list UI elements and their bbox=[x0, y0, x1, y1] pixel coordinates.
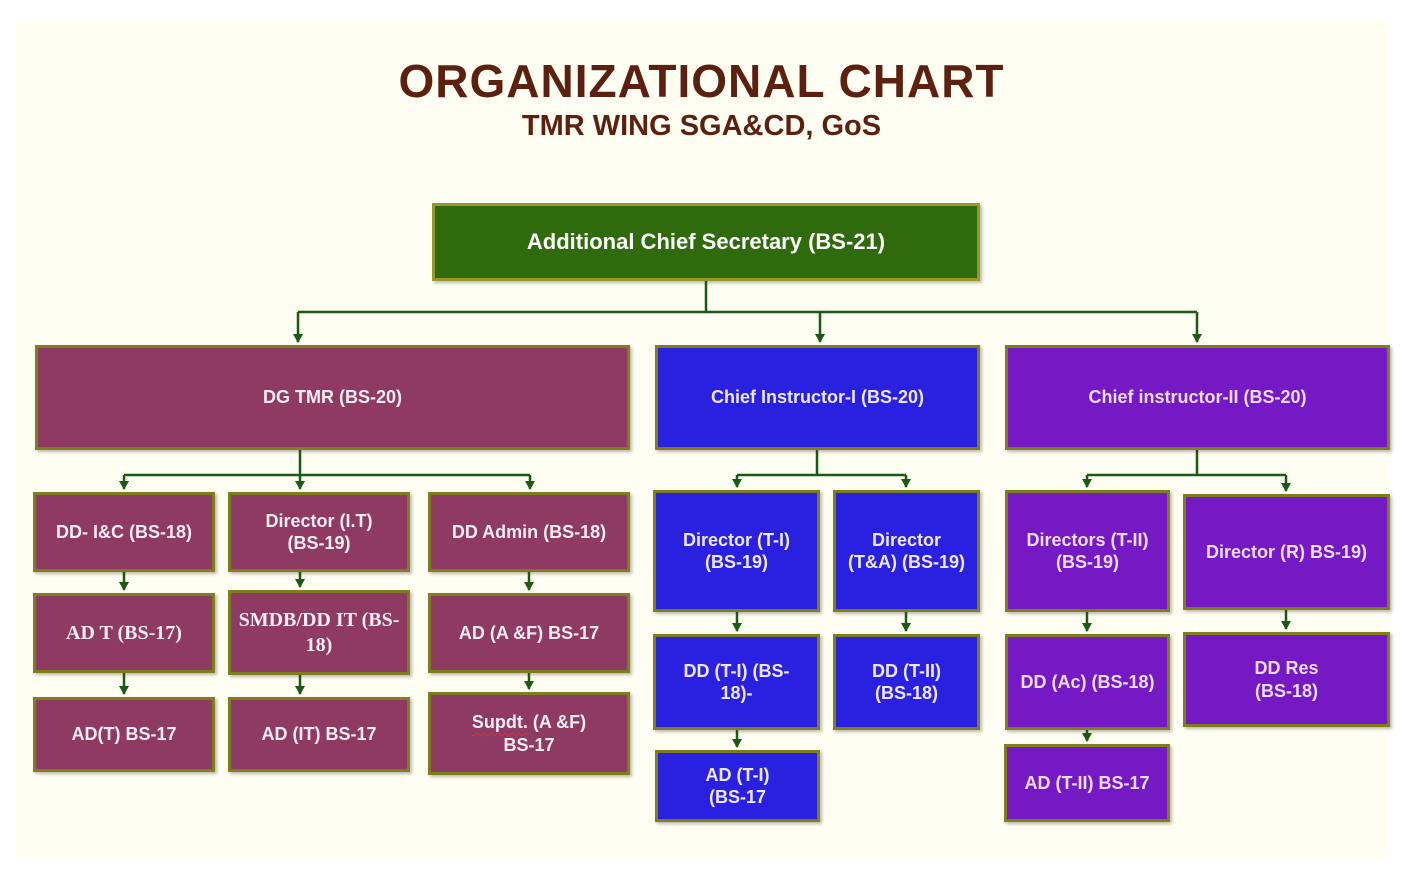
node-dd-ic: DD- I&C (BS-18) bbox=[33, 492, 215, 572]
node-dd-admin: DD Admin (BS-18) bbox=[428, 492, 630, 572]
node-supdt-af: Supdt. (A &F) BS-17 bbox=[428, 692, 630, 775]
supdt-rest: (A &F) BS-17 bbox=[503, 712, 587, 755]
node-director-r-label: Director (R) BS-19) bbox=[1205, 541, 1368, 562]
page-subtitle: TMR WING SGA&CD, GoS bbox=[521, 110, 882, 142]
node-ad-t1-label: AD (T-I) (BS-17 bbox=[705, 764, 770, 808]
node-dd-res: DD Res (BS-18) bbox=[1183, 632, 1390, 727]
node-director-ta: Director (T&A) (BS-19) bbox=[833, 490, 980, 612]
node-ad-t-label: AD T (BS-17) bbox=[66, 621, 182, 644]
node-chief-instructor-1-label: Chief Instructor-I (BS-20) bbox=[710, 387, 924, 408]
node-chief-instructor-1: Chief Instructor-I (BS-20) bbox=[655, 345, 980, 450]
node-dd-ic-label: DD- I&C (BS-18) bbox=[55, 521, 192, 542]
node-dd-ac-label: DD (Ac) (BS-18) bbox=[1020, 671, 1155, 692]
node-ad-t1: AD (T-I) (BS-17 bbox=[655, 750, 820, 822]
node-ad-it-label: AD (IT) BS-17 bbox=[261, 724, 377, 745]
node-chief-instructor-2-label: Chief instructor-II (BS-20) bbox=[1088, 387, 1307, 408]
node-ad-t-bs17: AD(T) BS-17 bbox=[33, 697, 215, 772]
node-dd-ac: DD (Ac) (BS-18) bbox=[1005, 634, 1170, 730]
node-ad-t: AD T (BS-17) bbox=[33, 593, 215, 673]
node-additional-chief-secretary-label: Additional Chief Secretary (BS-21) bbox=[526, 229, 886, 255]
node-ad-af: AD (A &F) BS-17 bbox=[428, 593, 630, 673]
node-ad-t-bs17-label: AD(T) BS-17 bbox=[71, 724, 177, 745]
node-ad-it: AD (IT) BS-17 bbox=[228, 697, 410, 772]
node-dd-t2-label: DD (T-II) (BS-18) bbox=[872, 660, 941, 704]
page-title: ORGANIZATIONAL CHART bbox=[398, 55, 1005, 107]
node-dd-res-label: DD Res (BS-18) bbox=[1254, 658, 1319, 701]
node-dd-t1-label: DD (T-I) (BS- 18)- bbox=[683, 660, 790, 704]
node-smdb-dd-it-label: SMDB/DD IT (BS- 18) bbox=[238, 608, 400, 656]
node-ad-t2: AD (T-II) BS-17 bbox=[1004, 744, 1170, 822]
node-director-t1: Director (T-I) (BS-19) bbox=[653, 490, 820, 612]
node-director-it-label: Director (I.T) (BS-19) bbox=[265, 510, 373, 554]
node-dg-tmr: DG TMR (BS-20) bbox=[35, 345, 630, 450]
node-dd-t1: DD (T-I) (BS- 18)- bbox=[653, 634, 820, 730]
supdt-misspelled-word: Supdt. bbox=[471, 712, 528, 732]
node-director-it: Director (I.T) (BS-19) bbox=[228, 492, 410, 572]
node-directors-t2: Directors (T-II) (BS-19) bbox=[1005, 490, 1170, 612]
node-smdb-dd-it: SMDB/DD IT (BS- 18) bbox=[228, 590, 410, 675]
node-supdt-af-label: Supdt. (A &F) BS-17 bbox=[472, 711, 586, 756]
node-additional-chief-secretary: Additional Chief Secretary (BS-21) bbox=[432, 203, 980, 281]
node-ad-af-label: AD (A &F) BS-17 bbox=[458, 622, 600, 643]
node-dd-t2: DD (T-II) (BS-18) bbox=[833, 634, 980, 730]
node-ad-t2-label: AD (T-II) BS-17 bbox=[1024, 772, 1150, 793]
node-directors-t2-label: Directors (T-II) (BS-19) bbox=[1026, 529, 1149, 573]
node-dd-admin-label: DD Admin (BS-18) bbox=[451, 521, 607, 542]
node-director-t1-label: Director (T-I) (BS-19) bbox=[682, 529, 790, 573]
node-director-r: Director (R) BS-19) bbox=[1183, 494, 1390, 610]
node-chief-instructor-2: Chief instructor-II (BS-20) bbox=[1005, 345, 1390, 450]
node-dg-tmr-label: DG TMR (BS-20) bbox=[263, 387, 402, 408]
node-director-ta-label: Director (T&A) (BS-19) bbox=[848, 529, 965, 573]
